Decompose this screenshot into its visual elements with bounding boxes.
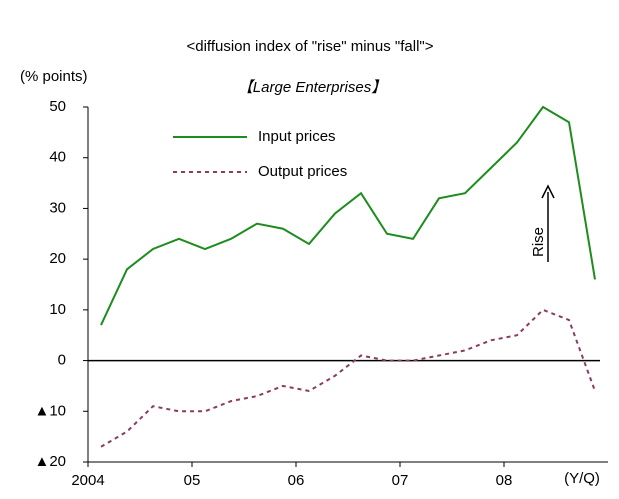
series-line bbox=[100, 105, 596, 326]
x-tick-label: 07 bbox=[392, 472, 409, 489]
x-tick-label: 2004 bbox=[71, 472, 104, 489]
chart-title: <diffusion index of "rise" minus "fall"> bbox=[187, 38, 434, 55]
y-tick-label: 40 bbox=[49, 149, 66, 166]
x-tick-label: 06 bbox=[288, 472, 305, 489]
legend-label: Input prices bbox=[258, 128, 336, 145]
x-axis-label: (Y/Q) bbox=[564, 470, 600, 487]
annotation-arrowhead bbox=[541, 184, 555, 199]
y-tick-label: 30 bbox=[49, 199, 66, 216]
legend-label: Output prices bbox=[258, 163, 347, 180]
x-tick-label: 05 bbox=[184, 472, 201, 489]
series-line bbox=[100, 308, 596, 448]
y-tick-label: 0 bbox=[58, 352, 66, 369]
chart-subtitle: 【Large Enterprises】 bbox=[238, 79, 386, 96]
y-tick-label: 10 bbox=[49, 301, 66, 318]
y-tick-label: ▲20 bbox=[34, 453, 66, 470]
y-tick-label: ▲10 bbox=[34, 402, 66, 419]
annotation: Rise bbox=[530, 227, 547, 257]
y-tick-label: 50 bbox=[49, 98, 66, 115]
x-tick-label: 08 bbox=[496, 472, 513, 489]
y-tick-label: 20 bbox=[49, 250, 66, 267]
y-axis-label: (% points) bbox=[20, 68, 88, 85]
